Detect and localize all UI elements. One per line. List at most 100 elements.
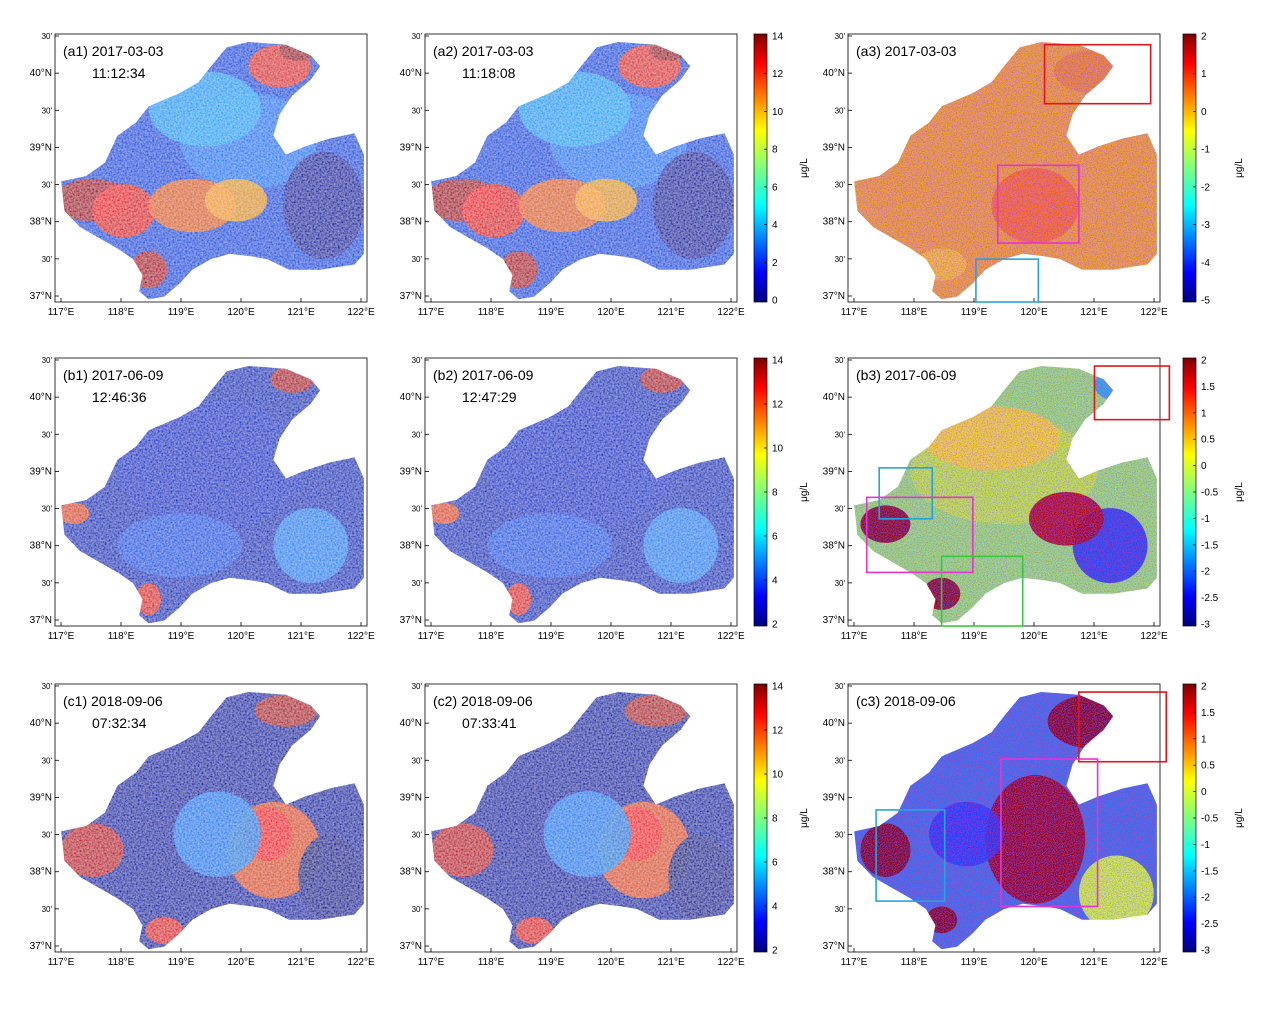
lon-tick-label: 117°E bbox=[841, 631, 868, 642]
sea-field bbox=[854, 692, 1157, 950]
concentration-blob bbox=[431, 502, 460, 525]
lat-tick-label: 40°N bbox=[400, 392, 422, 403]
lon-tick-label: 120°E bbox=[597, 957, 625, 968]
region-box-green bbox=[940, 555, 1024, 627]
colorbar-tick-label: -1.5 bbox=[1201, 866, 1219, 877]
colorbar-tick-label: 14 bbox=[772, 356, 784, 367]
concentration-blob bbox=[515, 917, 553, 944]
lat-tick-label: 30' bbox=[412, 505, 423, 514]
concentration-blob bbox=[148, 71, 261, 147]
lat-tick-label: 30' bbox=[835, 430, 846, 439]
map-panel-c2: 117°E 118°E 119°E 120°E 121°E 122°E 37°N 30' 38°… bbox=[400, 682, 745, 968]
colorbar-tick-label: 0 bbox=[1201, 461, 1207, 472]
colorbar-tick-label: -1 bbox=[1201, 145, 1210, 156]
colorbar-tick-label: 12 bbox=[772, 69, 784, 80]
colorbar-tick-label: -5 bbox=[1201, 296, 1210, 307]
lat-tick-label: 30' bbox=[412, 255, 423, 264]
lat-tick-label: 37°N bbox=[823, 941, 845, 952]
lat-tick-label: 37°N bbox=[400, 941, 422, 952]
lat-tick-label: 30' bbox=[42, 579, 53, 588]
lat-tick-label: 30' bbox=[835, 356, 846, 365]
lon-tick-label: 117°E bbox=[841, 307, 868, 318]
lon-tick-label: 117°E bbox=[418, 307, 445, 318]
lat-tick-label: 30' bbox=[42, 682, 53, 691]
panel-title: (a3) 2017-03-03 bbox=[856, 43, 957, 59]
colorbar-unit: μg/L bbox=[799, 158, 810, 178]
colorbar-tick-label: -2.5 bbox=[1201, 593, 1219, 604]
colorbar-b3: 2 1.5 1 0.5 0 -0.5 -1 -1.5 -2 -2.5 -3 μg/L bbox=[1182, 356, 1245, 631]
lat-tick-label: 30' bbox=[412, 756, 423, 765]
lat-tick-label: 38°N bbox=[823, 867, 845, 878]
lon-tick-label: 118°E bbox=[108, 631, 135, 642]
colorbar-tick-label: 8 bbox=[772, 814, 778, 825]
lon-tick-label: 121°E bbox=[1080, 631, 1108, 642]
concentration-blob bbox=[462, 184, 525, 238]
map-panel-a2: 117°E 118°E 119°E 120°E 121°E 122°E 37°N 30' 38°… bbox=[400, 32, 745, 318]
colorbar-tick-label: 6 bbox=[772, 532, 778, 543]
lon-tick-label: 119°E bbox=[168, 631, 195, 642]
map-panel-a3: 117°E 118°E 119°E 120°E 121°E 122°E 37°N 30' 38°… bbox=[823, 32, 1168, 318]
lon-tick-label: 117°E bbox=[48, 631, 75, 642]
panel-time: 12:47:29 bbox=[462, 389, 517, 405]
lon-tick-label: 117°E bbox=[418, 631, 445, 642]
lon-tick-label: 121°E bbox=[287, 957, 315, 968]
lon-tick-label: 119°E bbox=[538, 957, 565, 968]
lat-tick-label: 38°N bbox=[823, 217, 845, 228]
concentration-blob bbox=[282, 151, 364, 260]
lat-tick-label: 38°N bbox=[30, 217, 52, 228]
concentration-blob bbox=[518, 71, 631, 147]
panel-time: 07:33:41 bbox=[462, 715, 517, 731]
map-panel-a1: 117°E 118°E 119°E 120°E 121°E 122°E 37°N 30' 38°… bbox=[30, 32, 375, 318]
panel-title: (c2) 2018-09-06 bbox=[433, 693, 533, 709]
region-box-cyan bbox=[878, 467, 934, 520]
lon-tick-label: 119°E bbox=[168, 957, 195, 968]
concentration-blob bbox=[506, 583, 532, 616]
lat-tick-label: 30' bbox=[412, 831, 423, 840]
lat-tick-label: 30' bbox=[835, 505, 846, 514]
concentration-blob bbox=[129, 251, 168, 289]
concentration-blob bbox=[61, 502, 90, 525]
colorbar-tick-label: 1 bbox=[1201, 734, 1207, 745]
concentration-blob bbox=[618, 44, 681, 88]
colorbar-tick-label: 0 bbox=[1201, 107, 1207, 118]
lat-tick-label: 39°N bbox=[30, 466, 52, 477]
lon-tick-label: 120°E bbox=[597, 631, 625, 642]
lon-tick-label: 119°E bbox=[538, 631, 565, 642]
lat-tick-label: 30' bbox=[835, 255, 846, 264]
concentration-blob bbox=[985, 775, 1086, 904]
lat-tick-label: 30' bbox=[42, 356, 53, 365]
colorbar-tick-label: 1 bbox=[1201, 69, 1207, 80]
concentration-blob bbox=[929, 801, 1004, 867]
lat-tick-label: 30' bbox=[42, 32, 53, 41]
colorbar-tick-label: 6 bbox=[772, 182, 778, 193]
lat-tick-label: 30' bbox=[835, 682, 846, 691]
region-box-red bbox=[1078, 691, 1168, 763]
lon-tick-label: 121°E bbox=[657, 957, 685, 968]
lon-tick-label: 122°E bbox=[1140, 957, 1168, 968]
lat-tick-label: 30' bbox=[412, 905, 423, 914]
colorbar-tick-label: -3 bbox=[1201, 620, 1210, 631]
concentration-blob bbox=[574, 178, 638, 222]
lat-tick-label: 38°N bbox=[30, 867, 52, 878]
lon-tick-label: 120°E bbox=[1020, 631, 1048, 642]
concentration-blob bbox=[117, 513, 243, 578]
lon-tick-label: 120°E bbox=[227, 307, 255, 318]
concentration-blob bbox=[145, 917, 183, 944]
lon-tick-label: 120°E bbox=[1020, 307, 1048, 318]
colorbar-tick-label: 1 bbox=[1201, 408, 1207, 419]
map-frame bbox=[54, 33, 368, 303]
concentration-blob bbox=[273, 508, 349, 584]
lat-tick-label: 37°N bbox=[30, 615, 52, 626]
colorbar-c3: 2 1.5 1 0.5 0 -0.5 -1 -1.5 -2 -2.5 -3 μg/L bbox=[1182, 682, 1245, 957]
lat-tick-label: 30' bbox=[42, 831, 53, 840]
colorbar-tick-label: 0 bbox=[772, 296, 778, 307]
colorbar-tick-label: -0.5 bbox=[1201, 814, 1219, 825]
region-box-magenta bbox=[996, 164, 1080, 244]
map-frame bbox=[424, 33, 738, 303]
lat-tick-label: 30' bbox=[412, 106, 423, 115]
panel-time: 12:46:36 bbox=[92, 389, 147, 405]
sea-field bbox=[854, 366, 1157, 624]
concentration-blob bbox=[279, 42, 318, 61]
lon-tick-label: 121°E bbox=[657, 631, 685, 642]
